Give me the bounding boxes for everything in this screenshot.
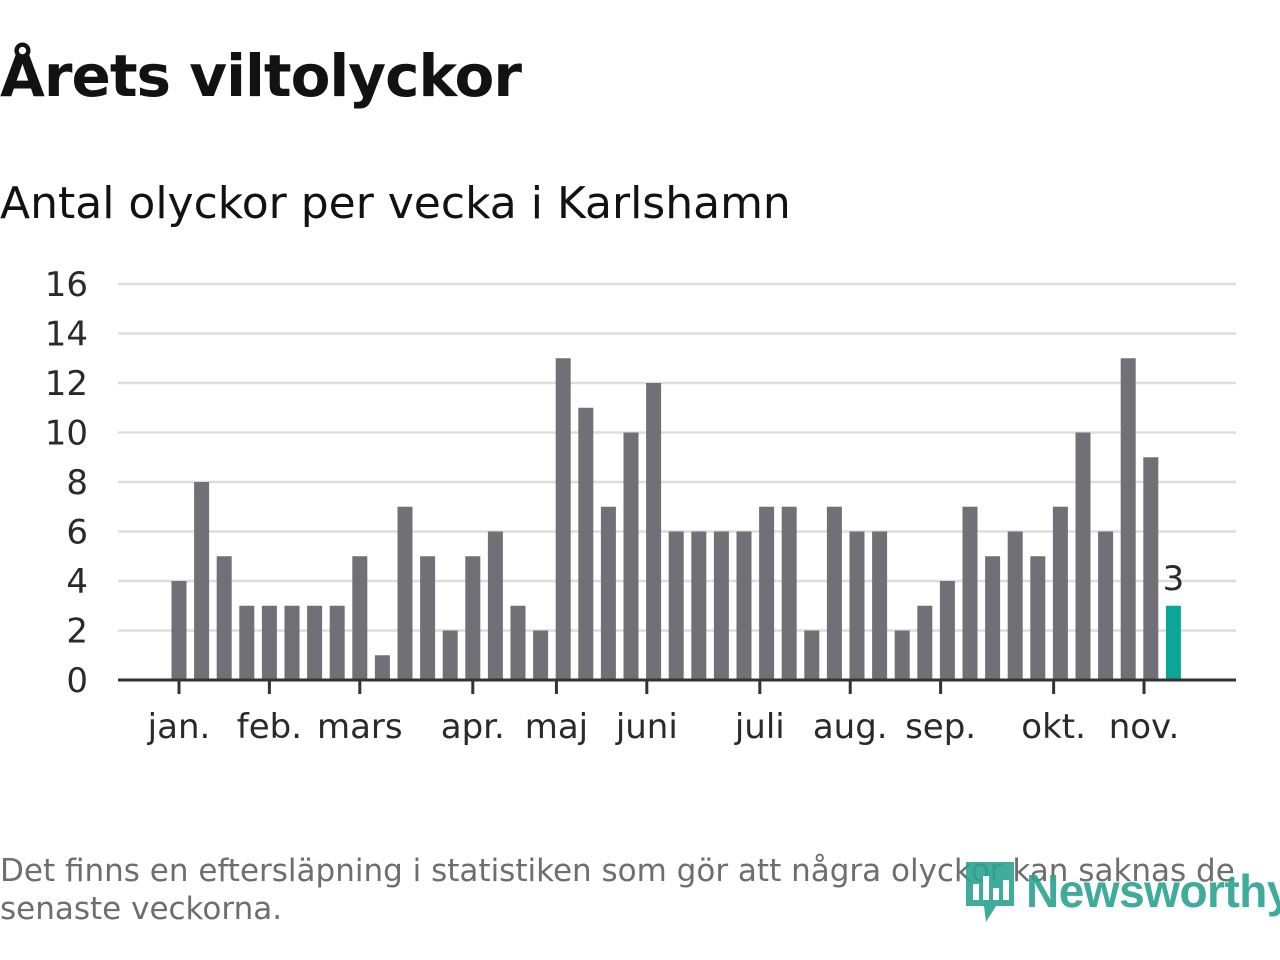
x-tick-label: juni — [615, 707, 678, 747]
data-labels: 3 — [1163, 559, 1185, 599]
chart-subtitle: Antal olyckor per vecka i Karlshamn — [0, 178, 791, 229]
y-tick-label: 2 — [66, 612, 88, 652]
bar — [849, 531, 865, 680]
x-axis: jan. feb. mars apr. maj juni juli aug. sep. okt. n… — [118, 678, 1236, 747]
bar — [397, 506, 413, 680]
bar — [510, 605, 526, 680]
x-tick-label: aug. — [813, 707, 888, 747]
bar — [284, 605, 300, 680]
bar — [623, 432, 639, 680]
bar — [194, 482, 210, 680]
bar — [352, 556, 368, 680]
y-tick-label: 16 — [45, 265, 88, 305]
bar — [1165, 605, 1181, 680]
bar — [646, 383, 662, 680]
y-tick-label: 8 — [66, 463, 88, 503]
x-tick-label: maj — [525, 707, 588, 747]
x-tick-label: juli — [734, 707, 785, 747]
bar — [420, 556, 436, 680]
bar — [216, 556, 232, 680]
bar — [465, 556, 481, 680]
bar — [1075, 432, 1091, 680]
bar — [600, 506, 616, 680]
bar — [442, 630, 458, 680]
x-tick-label: sep. — [905, 707, 976, 747]
bar — [736, 531, 752, 680]
data-label-latest: 3 — [1163, 559, 1185, 599]
bar — [759, 506, 775, 680]
newsworthy-logo-icon — [966, 862, 1014, 922]
bar — [872, 531, 888, 680]
bar — [533, 630, 549, 680]
bar-chart: 0 2 4 6 8 10 12 14 16 jan. feb. mars apr. maj juni jul… — [45, 265, 1236, 747]
chart-title: Årets viltolyckor — [0, 42, 522, 110]
bar — [487, 531, 503, 680]
bar — [171, 581, 187, 680]
x-tick-label: feb. — [237, 707, 302, 747]
bar — [578, 407, 594, 680]
bar — [1120, 358, 1136, 680]
bar — [917, 605, 933, 680]
bar — [374, 655, 390, 680]
y-tick-label: 4 — [66, 562, 88, 602]
bar — [1098, 531, 1114, 680]
y-tick-label: 6 — [66, 513, 88, 553]
bar — [329, 605, 345, 680]
x-tick-label: nov. — [1109, 707, 1180, 747]
bar — [826, 506, 842, 680]
bar — [894, 630, 910, 680]
y-tick-label: 14 — [45, 315, 88, 355]
x-tick-label: jan. — [147, 707, 211, 747]
y-axis-ticks: 0 2 4 6 8 10 12 14 16 — [45, 265, 88, 701]
brand-logo: Newsworthy — [962, 856, 1280, 926]
y-tick-label: 12 — [45, 364, 88, 404]
x-tick-label: okt. — [1021, 707, 1086, 747]
bar — [1007, 531, 1023, 680]
x-tick-label: apr. — [441, 707, 505, 747]
bar — [713, 531, 729, 680]
bar — [261, 605, 277, 680]
x-tick-label: mars — [317, 707, 403, 747]
bar — [939, 581, 955, 680]
footnote: Det finns en eftersläpning i statistiken… — [0, 853, 1235, 927]
bar — [239, 605, 255, 680]
bar — [1143, 457, 1159, 680]
bar — [668, 531, 684, 680]
bar — [804, 630, 820, 680]
bar — [307, 605, 323, 680]
bar — [781, 506, 797, 680]
y-tick-label: 0 — [66, 661, 88, 701]
bar — [962, 506, 978, 680]
bar — [985, 556, 1001, 680]
y-tick-label: 10 — [45, 414, 88, 454]
bar — [691, 531, 707, 680]
bar — [1052, 506, 1068, 680]
brand-name: Newsworthy — [1026, 865, 1280, 917]
bars — [171, 358, 1181, 680]
bar — [1030, 556, 1046, 680]
bar — [555, 358, 571, 680]
